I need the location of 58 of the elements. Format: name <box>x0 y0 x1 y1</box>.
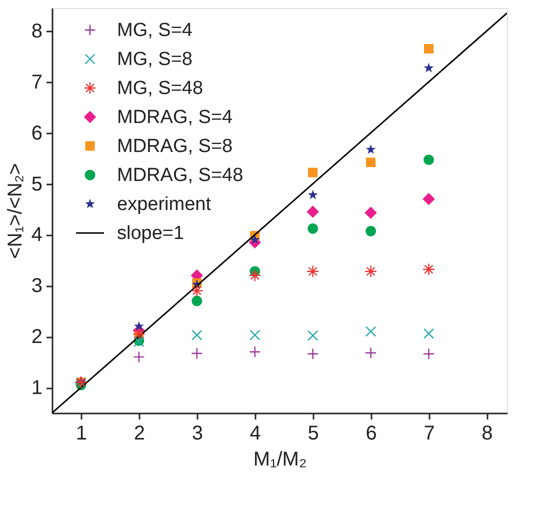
x-tick-label: 3 <box>192 422 203 444</box>
point <box>249 346 261 358</box>
legend-label: MG, S=48 <box>117 78 204 99</box>
point <box>133 351 145 363</box>
point <box>306 206 319 218</box>
point <box>132 328 146 340</box>
point <box>424 62 434 72</box>
point <box>366 144 376 154</box>
y-tick-label: 8 <box>31 20 42 42</box>
point <box>308 223 318 234</box>
point <box>134 321 144 331</box>
y-tick-label: 4 <box>31 224 42 246</box>
legend-label: MDRAG, S=4 <box>117 107 234 128</box>
point <box>365 326 376 337</box>
legend-label: slope=1 <box>117 223 184 244</box>
point <box>308 190 318 200</box>
point <box>422 192 435 206</box>
point <box>248 269 262 282</box>
y-tick-label: 7 <box>31 71 42 94</box>
point <box>366 226 376 236</box>
y-tick-label: 2 <box>31 326 42 348</box>
point <box>422 348 435 360</box>
point <box>422 263 436 276</box>
point <box>424 154 434 166</box>
y-tick-label: 3 <box>31 275 42 298</box>
point <box>364 347 377 359</box>
point <box>192 296 202 306</box>
point <box>308 168 318 178</box>
x-tick-label: 8 <box>482 422 493 444</box>
point <box>423 328 434 339</box>
x-axis-title: M₁/M₂ <box>253 448 307 470</box>
point <box>306 348 319 360</box>
legend-label: MDRAG, S=48 <box>117 165 244 186</box>
point <box>366 158 376 168</box>
legend-label: MG, S=8 <box>117 49 192 70</box>
x-tick-label: 4 <box>250 422 261 444</box>
x-tick-label: 5 <box>308 422 319 444</box>
y-axis-title: <N₁>/<N₂> <box>4 163 26 259</box>
x-tick-label: 2 <box>134 422 146 444</box>
y-tick-label: 1 <box>31 377 42 400</box>
legend-label: experiment <box>117 194 212 215</box>
point <box>424 44 434 54</box>
point <box>364 265 378 278</box>
point <box>191 348 203 360</box>
y-tick-label: 6 <box>31 122 42 144</box>
x-tick-label: 7 <box>424 422 435 444</box>
x-tick-label: 6 <box>366 422 377 444</box>
point <box>307 330 318 341</box>
y-tick-label: 5 <box>31 173 42 196</box>
point <box>192 330 202 340</box>
point <box>306 265 320 278</box>
x-tick-label: 1 <box>76 422 88 444</box>
point <box>250 234 260 244</box>
point <box>190 284 204 298</box>
point <box>250 330 260 340</box>
legend-label: MDRAG, S=8 <box>117 136 233 157</box>
point <box>364 206 377 219</box>
legend-label: MG, S=4 <box>117 20 193 41</box>
